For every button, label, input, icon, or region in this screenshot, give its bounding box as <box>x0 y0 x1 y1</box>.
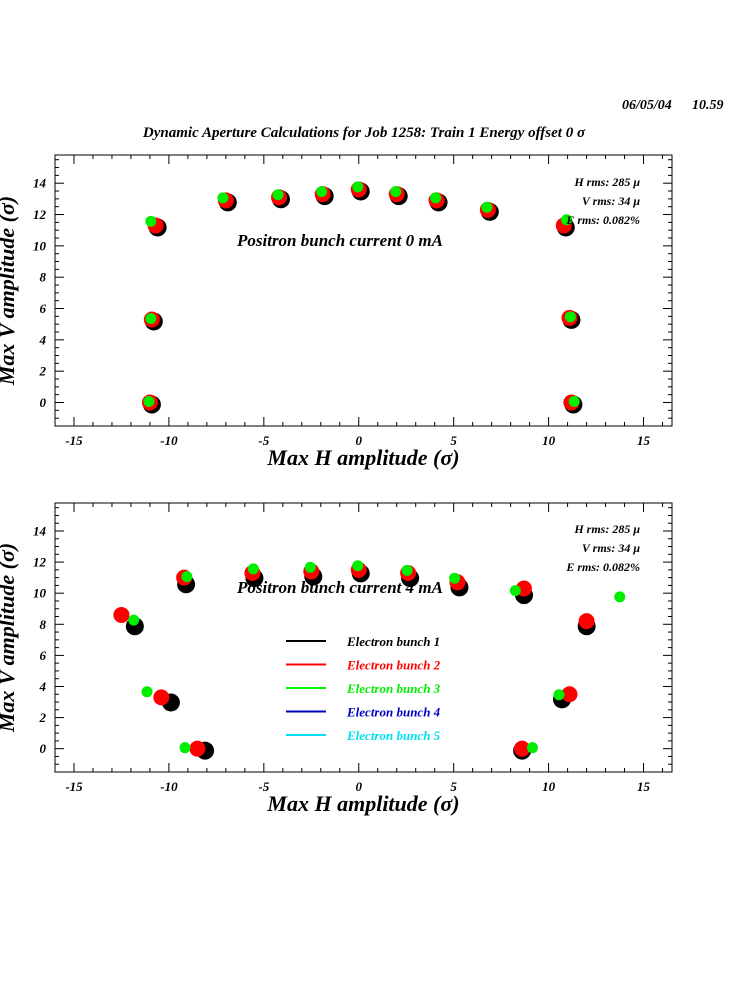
data-point-bunch2 <box>113 606 130 623</box>
data-point-bunch3 <box>352 560 364 572</box>
x-tick-label: 10 <box>542 779 556 794</box>
x-tick-label: -15 <box>65 433 83 448</box>
stat-label: E rms: 0.082% <box>565 213 640 227</box>
y-tick-label: 8 <box>40 617 47 632</box>
x-tick-label: 15 <box>637 779 651 794</box>
data-point-bunch3 <box>401 564 413 576</box>
y-tick-label: 14 <box>33 523 47 538</box>
y-tick-label: 14 <box>33 176 47 191</box>
stat-label: V rms: 34 μ <box>582 541 640 555</box>
page-title: Dynamic Aperture Calculations for Job 12… <box>142 125 586 141</box>
y-tick-label: 6 <box>40 301 47 316</box>
data-point-bunch2 <box>153 689 170 706</box>
y-axis-label: Max V amplitude (σ) <box>0 196 19 386</box>
chart-panel-2: -15 -10 -5 0 5 10 15 0 2 4 6 8 10 12 14 Max H amplitude… <box>0 502 673 816</box>
data-point-bunch3 <box>568 396 580 408</box>
plot-frame <box>54 502 673 773</box>
x-tick-label: 5 <box>450 433 457 448</box>
data-point-bunch3 <box>481 201 493 213</box>
y-tick-label: 4 <box>39 679 47 694</box>
y-tick-label: 6 <box>40 648 47 663</box>
data-point-bunch3 <box>141 686 153 698</box>
data-point-bunch3 <box>316 186 328 198</box>
data-point-bunch2 <box>189 740 206 757</box>
data-point-bunch3 <box>247 563 259 575</box>
x-tick-label: -5 <box>258 433 269 448</box>
x-tick-label: -10 <box>160 779 178 794</box>
y-axis-label: Max V amplitude (σ) <box>0 543 19 733</box>
data-point-bunch3 <box>352 181 364 193</box>
stat-label: H rms: 285 μ <box>573 522 640 536</box>
stat-label: H rms: 285 μ <box>573 175 640 189</box>
time-label: 10.59 <box>692 98 724 113</box>
chart-panel-1: -15 -10 -5 0 5 10 15 0 2 4 6 8 10 12 14 Max H amplitude… <box>0 154 673 470</box>
x-tick-label: 5 <box>450 779 457 794</box>
data-point-bunch3 <box>145 215 157 227</box>
data-point-bunch3 <box>430 192 442 204</box>
annotation: Positron bunch current 4 mA <box>236 578 443 597</box>
y-tick-label: 8 <box>40 270 47 285</box>
y-tick-label: 12 <box>33 207 47 222</box>
data-point-bunch3 <box>614 591 626 603</box>
data-point-bunch3 <box>553 689 565 701</box>
y-tick-label: 10 <box>33 586 47 601</box>
x-tick-label: 15 <box>637 433 651 448</box>
x-axis-label: Max H amplitude (σ) <box>266 791 459 816</box>
stat-label: V rms: 34 μ <box>582 194 640 208</box>
x-tick-label: 0 <box>356 779 363 794</box>
data-point-bunch3 <box>449 572 461 584</box>
stat-label: E rms: 0.082% <box>565 560 640 574</box>
data-point-bunch2 <box>514 740 531 757</box>
x-tick-label: 0 <box>356 433 363 448</box>
data-point-bunch3 <box>304 561 316 573</box>
annotation: Positron bunch current 0 mA <box>236 231 443 250</box>
legend-label: Electron bunch 4 <box>346 705 441 720</box>
data-point-bunch2 <box>578 613 595 630</box>
data-point-bunch3 <box>179 742 191 754</box>
data-point-bunch2 <box>561 686 578 703</box>
data-point-bunch3 <box>128 614 140 626</box>
x-tick-label: -15 <box>65 779 83 794</box>
data-point-bunch3 <box>181 571 193 583</box>
y-tick-label: 2 <box>39 710 47 725</box>
x-tick-label: 10 <box>542 433 556 448</box>
data-point-bunch3 <box>561 214 573 226</box>
y-tick-label: 12 <box>33 555 47 570</box>
data-point-bunch3 <box>526 742 538 754</box>
y-tick-label: 0 <box>40 741 47 756</box>
x-axis-label: Max H amplitude (σ) <box>266 445 459 470</box>
data-point-bunch3 <box>145 312 157 324</box>
y-tick-label: 4 <box>39 332 47 347</box>
y-tick-label: 2 <box>39 364 47 379</box>
data-point-bunch3 <box>217 192 229 204</box>
legend-label: Electron bunch 1 <box>346 634 440 649</box>
x-tick-label: -5 <box>258 779 269 794</box>
legend-label: Electron bunch 2 <box>346 658 441 673</box>
data-point-bunch3 <box>272 189 284 201</box>
date-label: 06/05/04 <box>622 98 672 113</box>
y-tick-label: 0 <box>40 395 47 410</box>
data-point-bunch3 <box>509 585 521 597</box>
legend-label: Electron bunch 5 <box>346 728 441 743</box>
data-point-bunch3 <box>143 396 155 408</box>
plot-frame <box>54 154 673 427</box>
y-tick-label: 10 <box>33 238 47 253</box>
legend-label: Electron bunch 3 <box>346 681 441 696</box>
x-tick-label: -10 <box>160 433 178 448</box>
data-point-bunch3 <box>564 311 576 323</box>
data-point-bunch3 <box>390 186 402 198</box>
